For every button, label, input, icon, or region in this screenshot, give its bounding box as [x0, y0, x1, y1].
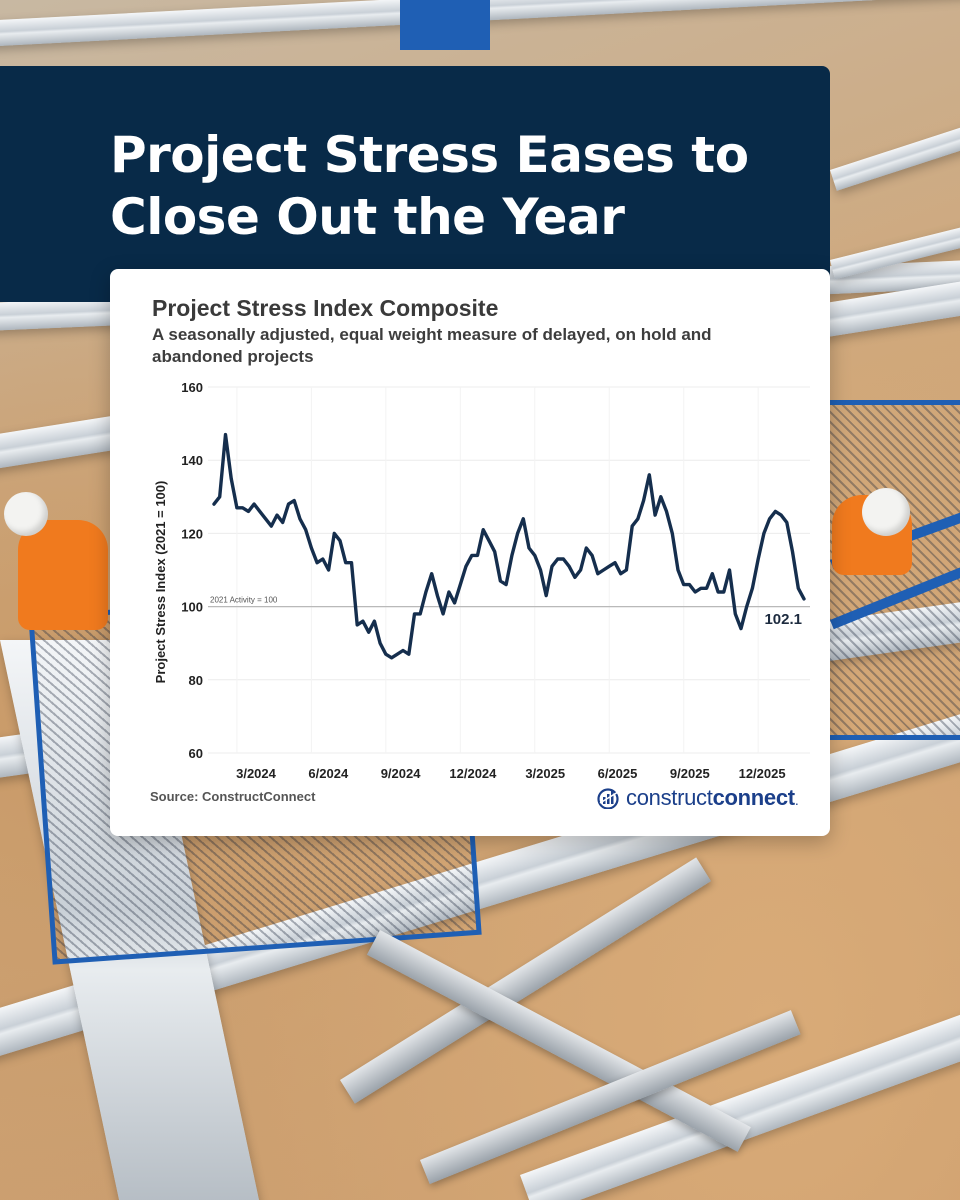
y-axis: 60 80 100 120 140 160: [181, 380, 203, 761]
blue-rail: [400, 0, 490, 50]
logo-wordmark: constructconnect.: [626, 785, 799, 810]
y-tick-label: 120: [181, 526, 203, 541]
x-axis: 3/2024 6/2024 9/2024 12/2024 3/2025 6/2025 9/2…: [236, 766, 785, 781]
x-tick-label: 3/2024: [236, 766, 277, 781]
series-line: [212, 432, 806, 660]
reference-line-group: 2021 Activity = 100: [208, 596, 810, 608]
y-tick-label: 160: [181, 380, 203, 395]
y-axis-label: Project Stress Index (2021 = 100): [153, 481, 168, 684]
chart-subtitle: A seasonally adjusted, equal weight meas…: [152, 325, 712, 366]
headline: Project Stress Eases to Close Out the Ye…: [110, 126, 749, 246]
constructconnect-logo: constructconnect.: [596, 785, 799, 811]
reference-line-label: 2021 Activity = 100: [210, 596, 278, 605]
steel-beam: [830, 120, 960, 191]
line-chart: 2021 Activity = 100 60 80 100 120 140 160 3/2…: [153, 380, 810, 781]
x-tick-label: 6/2024: [308, 766, 349, 781]
worker-helmet: [862, 488, 910, 536]
logo-text-light: construct: [626, 785, 713, 810]
y-tick-label: 60: [189, 746, 203, 761]
worker-vest: [18, 520, 108, 630]
headline-panel: [0, 66, 830, 302]
y-tick-label: 80: [189, 673, 203, 688]
x-tick-label: 12/2025: [739, 766, 786, 781]
source-note: Source: ConstructConnect: [150, 789, 316, 804]
x-tick-label: 12/2024: [449, 766, 497, 781]
last-value-label: 102.1: [764, 611, 802, 628]
x-tick-label: 9/2025: [670, 766, 710, 781]
y-tick-label: 140: [181, 453, 203, 468]
x-tick-label: 9/2024: [381, 766, 422, 781]
x-tick-label: 3/2025: [525, 766, 565, 781]
logo-text-bold: connect: [712, 785, 796, 810]
y-tick-label: 100: [181, 600, 203, 615]
chart-title: Project Stress Index Composite: [152, 295, 499, 321]
constructconnect-logo-icon: [597, 788, 619, 809]
chart-card: Project Stress Index Composite A seasona…: [110, 269, 830, 836]
worker-helmet: [4, 492, 48, 536]
x-tick-label: 6/2025: [598, 766, 638, 781]
